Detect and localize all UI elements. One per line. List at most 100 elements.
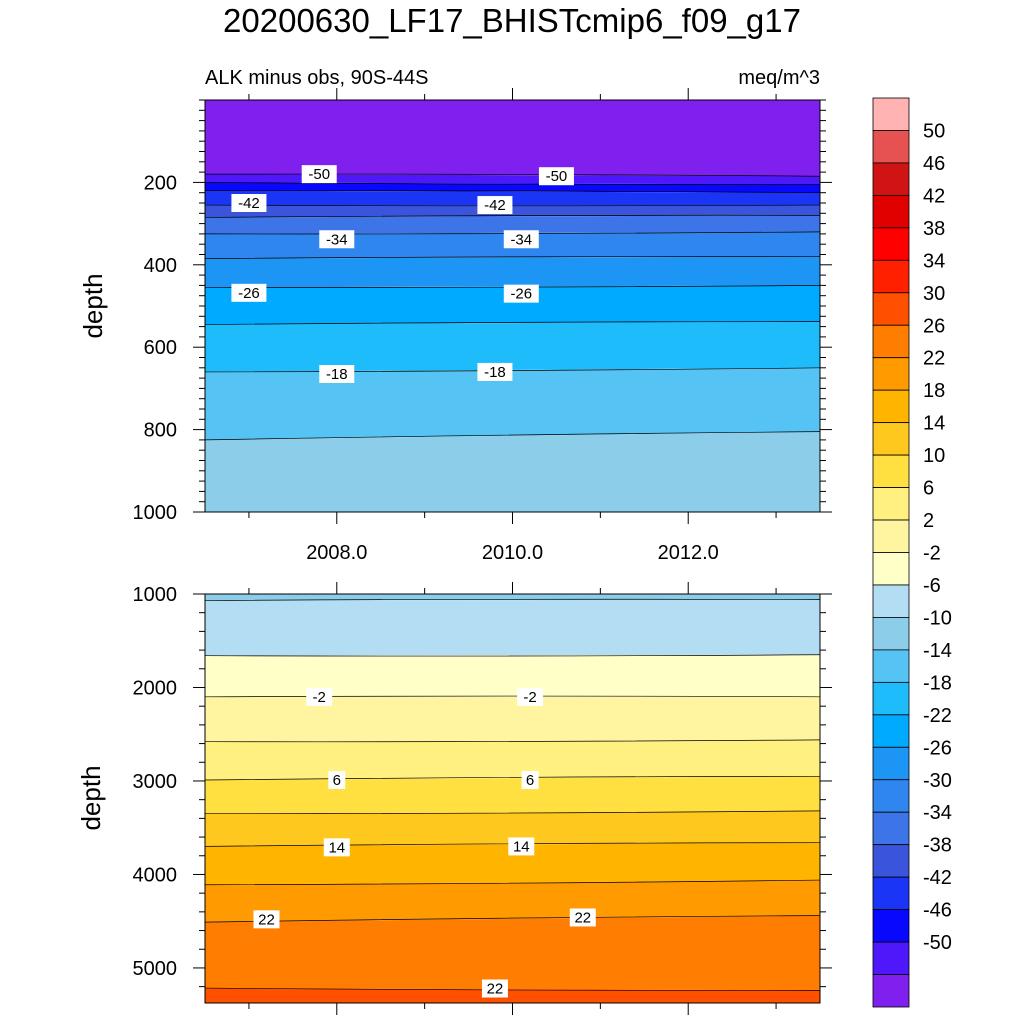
contour-line xyxy=(204,367,821,373)
y-axis-label-top: depth xyxy=(78,273,108,338)
contour-label-box xyxy=(301,165,337,184)
contour-label: -34 xyxy=(326,231,348,248)
fill-layer-top xyxy=(205,100,820,512)
colorbar-label: -42 xyxy=(923,867,952,889)
colorbar-swatch xyxy=(872,324,910,359)
contour-band xyxy=(205,205,820,218)
colorbar-label: -26 xyxy=(923,737,952,759)
contour-band xyxy=(205,190,820,206)
chart-title: 20200630_LF17_BHISTcmip6_f09_g17 xyxy=(223,2,801,39)
colorbar-swatch xyxy=(872,811,910,846)
contour-band xyxy=(205,842,820,885)
colorbar-swatch xyxy=(872,292,910,326)
y-tick-label: 5000 xyxy=(133,958,178,980)
contour-label-box xyxy=(508,837,535,856)
contour-band xyxy=(205,696,820,742)
colorbar-label: -14 xyxy=(923,640,952,662)
contour-label-box xyxy=(503,284,539,303)
colorbar-swatch xyxy=(872,552,910,586)
contour-label: 22 xyxy=(574,909,591,926)
contour-line xyxy=(204,214,821,218)
y-tick-label: 4000 xyxy=(133,864,178,886)
colorbar-label: -34 xyxy=(923,802,952,824)
contour-label: 6 xyxy=(333,772,341,789)
contour-label: -26 xyxy=(238,285,260,302)
contour-label: -26 xyxy=(510,286,532,303)
y-tick-label: 1000 xyxy=(133,584,178,606)
contour-label: 14 xyxy=(328,839,345,856)
subtitle-left: ALK minus obs, 90S-44S xyxy=(205,67,428,89)
contour-line xyxy=(204,182,821,185)
contour-line xyxy=(204,810,821,815)
colorbar-swatch xyxy=(872,941,910,975)
contour-band xyxy=(205,654,820,697)
contour-line xyxy=(204,321,821,325)
colorbar-label: -6 xyxy=(923,575,941,597)
y-axis-label-bottom: depth xyxy=(76,765,106,830)
contour-line xyxy=(204,256,821,259)
y-tick-labels-bottom: 1000 2000 3000 4000 5000 xyxy=(133,584,178,980)
colorbar-label: -10 xyxy=(923,607,952,629)
contour-label-box xyxy=(477,196,513,215)
contour-label: -42 xyxy=(238,195,260,212)
colorbar-swatch xyxy=(872,454,910,488)
colorbar-label: 6 xyxy=(923,478,934,500)
subtitle-units: meq/m^3 xyxy=(738,67,820,89)
colorbar-swatch xyxy=(872,487,910,521)
contour-label: -50 xyxy=(546,168,568,185)
panel-top: -50 -50-42 -42-34 -34-26 -26-18 -18 200400600… xyxy=(78,67,832,564)
contour-label-box xyxy=(328,771,346,790)
contour-band xyxy=(205,174,820,185)
contour-label-box xyxy=(253,910,280,929)
contour-label-box xyxy=(477,362,513,381)
contour-line xyxy=(204,695,821,698)
contour-label: 22 xyxy=(258,911,275,928)
contour-band xyxy=(205,367,820,440)
contour-band xyxy=(205,988,820,1003)
y-tick-label: 800 xyxy=(144,420,177,442)
colorbar-label: -18 xyxy=(923,672,952,694)
colorbar-swatch xyxy=(872,909,910,943)
y-tick-labels-top: 200 400 600 800 1000 xyxy=(133,172,178,524)
y-tick-label: 3000 xyxy=(133,771,178,793)
contour-label: 6 xyxy=(526,772,534,789)
contour-label-box xyxy=(503,230,539,249)
contour-label-box xyxy=(323,838,350,857)
contour-label: -34 xyxy=(510,231,532,248)
colorbar-label: 26 xyxy=(923,315,945,337)
x-tick-labels-top: 2008.0 2010.0 2012.0 xyxy=(306,542,719,564)
contour-label-box xyxy=(231,194,267,212)
contour-line xyxy=(204,775,821,781)
contour-band xyxy=(205,739,820,781)
y-tick-label: 600 xyxy=(144,337,177,359)
colorbar-label: 22 xyxy=(923,348,945,370)
colorbar-label: 2 xyxy=(923,510,934,532)
contour-label-box xyxy=(319,230,355,249)
contour-band xyxy=(205,215,820,234)
colorbar-label: 50 xyxy=(923,120,945,142)
colorbar-label: 30 xyxy=(923,283,945,305)
colorbar-swatch xyxy=(872,519,910,553)
colorbar-swatch xyxy=(872,584,910,618)
contour-line xyxy=(204,915,821,923)
colorbar-label: -50 xyxy=(923,932,952,954)
contour-line xyxy=(204,204,821,207)
colorbar-label: 46 xyxy=(923,153,945,175)
contour-line xyxy=(204,431,821,441)
colorbar-label: 10 xyxy=(923,445,945,467)
contour-line xyxy=(204,987,821,991)
contour-label-box xyxy=(481,979,508,998)
contour-band xyxy=(205,321,820,372)
contour-label: -18 xyxy=(484,364,506,381)
colorbar-swatch xyxy=(872,844,910,878)
contour-band xyxy=(205,810,820,847)
contour-label-box xyxy=(538,167,574,186)
contour-label-box xyxy=(319,364,355,383)
colorbar-label: 42 xyxy=(923,185,945,207)
contour-label-box xyxy=(569,908,596,927)
contour-line xyxy=(204,739,821,743)
contour-label-box xyxy=(517,687,544,706)
x-tick-label: 2012.0 xyxy=(658,542,719,564)
contour-lines-top xyxy=(204,173,821,441)
